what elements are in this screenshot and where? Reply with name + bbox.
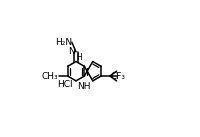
Text: H₂N: H₂N bbox=[54, 38, 71, 47]
Text: N: N bbox=[68, 47, 74, 56]
Text: HCl: HCl bbox=[57, 80, 73, 89]
Text: CF₃: CF₃ bbox=[110, 72, 125, 81]
Text: CH₃: CH₃ bbox=[41, 72, 58, 81]
Text: NH: NH bbox=[76, 82, 90, 92]
Text: H: H bbox=[76, 53, 82, 62]
